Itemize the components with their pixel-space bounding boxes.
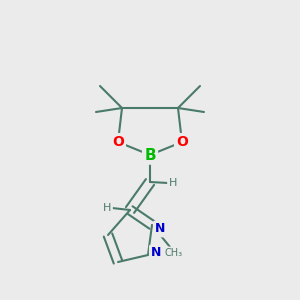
Text: CH₃: CH₃: [165, 248, 183, 258]
Text: N: N: [151, 247, 161, 260]
Text: O: O: [112, 135, 124, 149]
Text: H: H: [103, 203, 111, 213]
Text: B: B: [144, 148, 156, 163]
Text: N: N: [155, 223, 165, 236]
Text: H: H: [169, 178, 177, 188]
Text: O: O: [176, 135, 188, 149]
